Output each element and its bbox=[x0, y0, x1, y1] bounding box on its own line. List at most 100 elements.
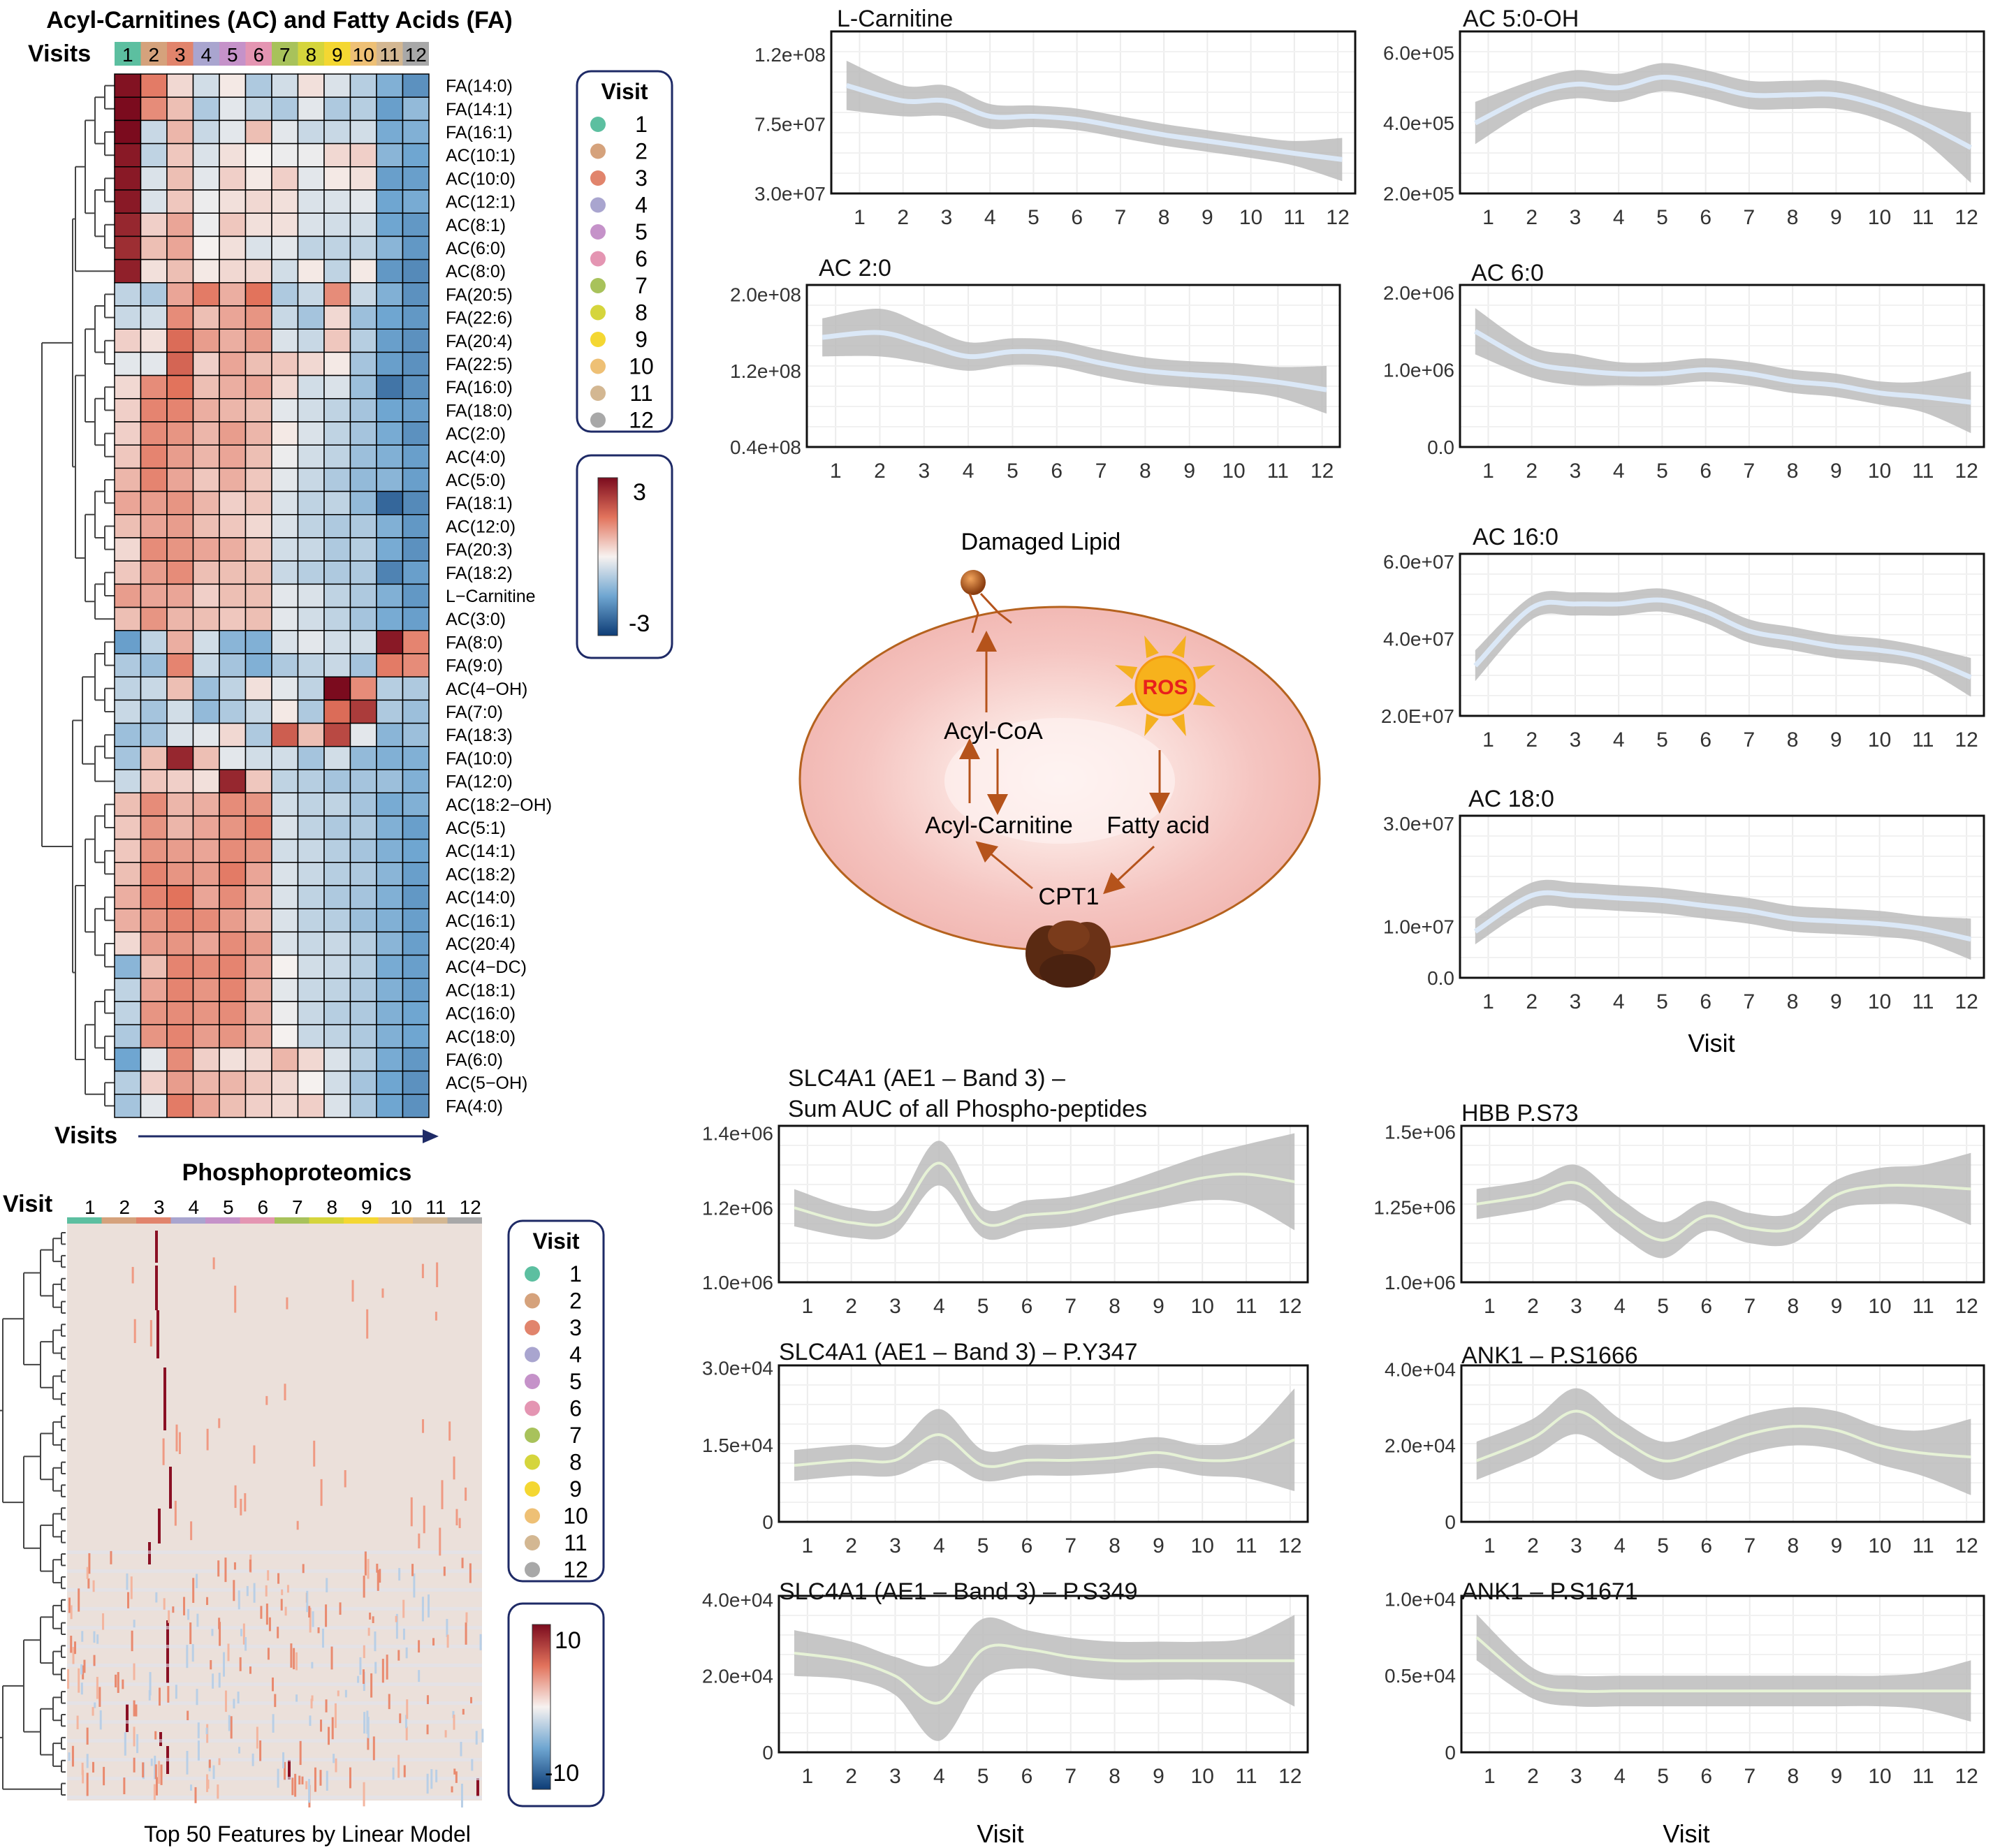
heatmap-cell bbox=[323, 583, 351, 608]
dendrogram-branch bbox=[23, 1272, 41, 1365]
x-tick-label: 6 bbox=[1071, 206, 1083, 229]
x-tick-label: 12 bbox=[1311, 460, 1334, 483]
phospho-mark bbox=[265, 1395, 268, 1405]
heatmap-cell bbox=[376, 467, 404, 492]
heatmap-cell bbox=[166, 351, 194, 376]
y-tick-label: 2.0e+06 bbox=[1383, 282, 1454, 304]
heatmap-cell bbox=[166, 1001, 194, 1025]
phospho-mark bbox=[363, 1712, 366, 1734]
heatmap-cell bbox=[166, 1024, 194, 1049]
phospho-mark bbox=[110, 1550, 112, 1564]
dendrogram-branch bbox=[61, 1484, 66, 1497]
heatmap-cell bbox=[114, 769, 142, 793]
heatmap-cell bbox=[140, 1024, 168, 1049]
phospho-mark bbox=[311, 1662, 314, 1669]
phospho-mark bbox=[99, 1710, 102, 1730]
phospho-mark bbox=[190, 1784, 193, 1791]
heatmap-cell bbox=[323, 212, 351, 237]
phospho-row-band bbox=[67, 1664, 482, 1667]
phospho-mark bbox=[314, 1767, 316, 1792]
heatmap-cell bbox=[297, 792, 325, 817]
phospho-mark bbox=[233, 1580, 235, 1601]
heatmap-cell bbox=[402, 815, 430, 840]
legend-color-dot bbox=[590, 117, 606, 132]
heatmap-cell bbox=[271, 1047, 299, 1072]
heatmap-cell bbox=[192, 931, 220, 956]
heatmap-cell bbox=[244, 815, 272, 840]
phospho-mark bbox=[127, 1592, 130, 1608]
heatmap-cell bbox=[376, 374, 404, 399]
heatmap-cell bbox=[219, 676, 247, 701]
x-tick-label: 2 bbox=[1527, 1534, 1539, 1557]
phospho-mark bbox=[240, 1498, 242, 1516]
heatmap-row-label: AC(18:1) bbox=[446, 981, 516, 1000]
line-charts: 1 2 3 4 5 6 7 8 9 10 11 123.0e+077.5e+071.2e+08L-Ca… bbox=[702, 6, 1985, 1788]
phospho-mark bbox=[149, 1320, 152, 1347]
heatmap-cell bbox=[166, 699, 194, 724]
phospho-visit-bar-segment bbox=[378, 1217, 413, 1224]
heatmap-cell bbox=[219, 235, 247, 261]
phospho-mark bbox=[133, 1700, 136, 1717]
x-tick-label: 1 bbox=[854, 206, 866, 229]
dendrogram-branch bbox=[61, 1736, 66, 1750]
heatmap-cell bbox=[166, 189, 194, 214]
sun-ray bbox=[1171, 635, 1186, 659]
y-tick-label: 6.0e+07 bbox=[1383, 551, 1454, 573]
phospho-row-band bbox=[67, 1588, 482, 1592]
phospho-mark bbox=[319, 1770, 322, 1786]
phospho-mark bbox=[282, 1752, 285, 1768]
x-tick-label: 4 bbox=[1613, 728, 1625, 751]
phospho-mark bbox=[321, 1628, 324, 1648]
y-tick-label: 0 bbox=[1445, 1742, 1456, 1763]
heatmap-cell bbox=[219, 212, 247, 237]
heatmap-cell bbox=[219, 1094, 247, 1118]
heatmap-cell bbox=[219, 421, 247, 446]
acyl-coa-label: Acyl-CoA bbox=[944, 718, 1043, 745]
heatmap-cell bbox=[402, 467, 430, 492]
heatmap-cell bbox=[297, 305, 325, 330]
x-tick-label: 3 bbox=[889, 1534, 901, 1557]
heatmap-row-label: FA(7:0) bbox=[446, 703, 503, 722]
phospho-mark bbox=[96, 1676, 98, 1699]
phospho-mark bbox=[439, 1527, 441, 1556]
heatmap-cell bbox=[376, 815, 404, 840]
phospho-mark bbox=[228, 1715, 231, 1731]
y-tick-label: 4.0e+07 bbox=[1383, 629, 1454, 650]
phospho-mark bbox=[357, 1675, 360, 1683]
heatmap-cell bbox=[271, 282, 299, 307]
heatmap-cell bbox=[140, 560, 168, 585]
dendrogram-branch bbox=[61, 1277, 66, 1291]
heatmap-cell bbox=[297, 490, 325, 515]
heatmap-cell bbox=[166, 978, 194, 1002]
heatmap-cell bbox=[219, 838, 247, 863]
ac-fa-bottom-visits-label: Visits bbox=[54, 1122, 117, 1149]
phospho-mark bbox=[133, 1319, 136, 1344]
heatmap-cell bbox=[219, 142, 247, 168]
phospho-mark bbox=[249, 1559, 251, 1572]
legend-item-label: 9 bbox=[635, 327, 648, 352]
heatmap-row-label: FA(8:0) bbox=[446, 633, 503, 652]
confidence-ribbon bbox=[822, 308, 1327, 414]
heatmap-cell bbox=[192, 769, 220, 793]
heatmap-cell bbox=[140, 73, 168, 98]
heatmap-cell bbox=[140, 537, 168, 562]
heatmap-cell bbox=[376, 421, 404, 446]
dendrogram-branch bbox=[61, 1393, 66, 1406]
heatmap-cell bbox=[376, 96, 404, 122]
trend-line bbox=[845, 82, 1343, 162]
y-tick-label: 1.2e+08 bbox=[754, 44, 826, 66]
heatmap-cell bbox=[376, 282, 404, 307]
x-tick-label: 9 bbox=[1202, 206, 1213, 229]
dendrogram-branch bbox=[104, 571, 115, 596]
x-tick-label: 2 bbox=[1527, 1295, 1539, 1318]
x-tick-label: 5 bbox=[1656, 990, 1668, 1013]
phospho-mark bbox=[72, 1647, 75, 1664]
phospho-mark bbox=[149, 1672, 152, 1696]
heatmap-cell bbox=[244, 1094, 272, 1118]
dendrogram-branch bbox=[40, 1249, 53, 1297]
legend-color-dot bbox=[590, 170, 606, 186]
heatmap-cell bbox=[297, 235, 325, 261]
heatmap-cell bbox=[219, 722, 247, 747]
phospho-mark bbox=[80, 1682, 83, 1695]
